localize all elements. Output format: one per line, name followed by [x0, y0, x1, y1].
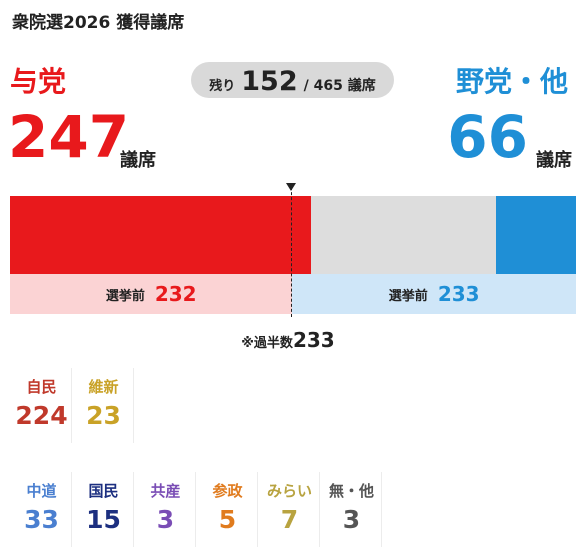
party-seats: 3: [342, 505, 361, 534]
seat-bar-segment: [310, 196, 496, 274]
ruling-seats-unit: 議席: [120, 150, 156, 171]
majority-label: ※過半数: [241, 336, 293, 351]
party-name: 中道: [26, 482, 57, 500]
majority-line: [291, 187, 292, 317]
party-cell: 参政 5: [198, 472, 258, 547]
remaining-total: / 465 議席: [303, 78, 376, 94]
party-seats: 5: [218, 505, 237, 534]
party-seats: 3: [156, 505, 175, 534]
party-name: 無・他: [328, 482, 374, 500]
party-cell: みらい 7: [260, 472, 320, 547]
ruling-seats: 247: [8, 103, 130, 171]
ruling-name: 与党: [10, 65, 67, 98]
party-name: 自民: [26, 378, 57, 396]
party-cell: 自民 224: [12, 368, 72, 443]
party-name: 国民: [88, 482, 119, 500]
opposition-seats-unit: 議席: [536, 150, 572, 171]
previous-seats-segment: 選挙前 233: [292, 274, 576, 314]
opposition-name: 野党・他: [455, 65, 568, 98]
previous-value: 233: [437, 282, 480, 306]
previous-seats-segment: 選挙前 232: [10, 274, 293, 314]
party-cell: 共産 3: [136, 472, 196, 547]
party-seats: 23: [86, 401, 121, 430]
party-cell: 維新 23: [74, 368, 134, 443]
party-name: 共産: [150, 482, 181, 500]
party-name: 参政: [212, 482, 243, 500]
party-cell: 中道 33: [12, 472, 72, 547]
opposition-seats: 66: [447, 103, 528, 171]
previous-label: 選挙前: [105, 288, 145, 304]
party-cell: 無・他 3: [322, 472, 382, 547]
page-title: 衆院選2026 獲得議席: [12, 13, 185, 33]
seat-bar-segment: [10, 196, 311, 274]
party-name: みらい: [266, 482, 312, 500]
previous-label: 選挙前: [388, 288, 428, 304]
majority-note: ※過半数233: [0, 328, 576, 352]
seat-bar-segment: [495, 196, 576, 274]
party-name: 維新: [88, 378, 119, 396]
party-cell: 国民 15: [74, 472, 134, 547]
majority-value: 233: [292, 328, 335, 352]
remaining-value: 152: [241, 66, 298, 97]
party-seats: 224: [15, 401, 68, 430]
party-seats: 33: [24, 505, 59, 534]
remaining-badge: 残り 152 / 465 議席: [191, 62, 394, 98]
remaining-label: 残り: [209, 79, 236, 94]
party-seats: 15: [86, 505, 121, 534]
party-seats: 7: [280, 505, 299, 534]
previous-value: 232: [154, 282, 197, 306]
